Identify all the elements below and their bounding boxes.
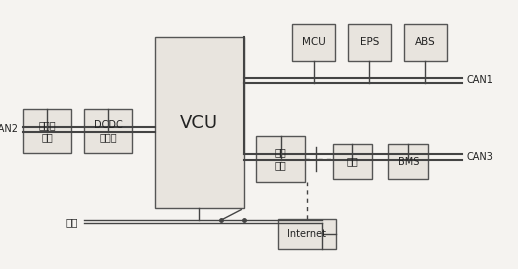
- FancyBboxPatch shape: [84, 109, 132, 153]
- Text: EPS: EPS: [359, 37, 379, 47]
- Text: DCDC
控制器: DCDC 控制器: [94, 120, 122, 143]
- Text: ABS: ABS: [415, 37, 436, 47]
- FancyBboxPatch shape: [404, 24, 447, 61]
- FancyBboxPatch shape: [333, 144, 372, 179]
- Text: MCU: MCU: [301, 37, 325, 47]
- Text: 数据
终端: 数据 终端: [275, 147, 286, 170]
- Text: Internet: Internet: [287, 229, 326, 239]
- FancyBboxPatch shape: [278, 219, 336, 249]
- Text: CAN2: CAN2: [0, 124, 19, 134]
- Text: VCU: VCU: [180, 114, 219, 132]
- Text: CAN3: CAN3: [466, 152, 493, 162]
- Text: 仪表: 仪表: [347, 157, 358, 167]
- Text: BMS: BMS: [397, 157, 419, 167]
- FancyBboxPatch shape: [256, 136, 305, 182]
- Text: 车载充
电机: 车载充 电机: [38, 120, 56, 143]
- FancyBboxPatch shape: [292, 24, 335, 61]
- FancyBboxPatch shape: [23, 109, 71, 153]
- FancyBboxPatch shape: [388, 144, 428, 179]
- FancyBboxPatch shape: [155, 37, 244, 208]
- Text: 电源: 电源: [65, 217, 78, 227]
- FancyBboxPatch shape: [348, 24, 391, 61]
- Text: CAN1: CAN1: [466, 76, 493, 86]
